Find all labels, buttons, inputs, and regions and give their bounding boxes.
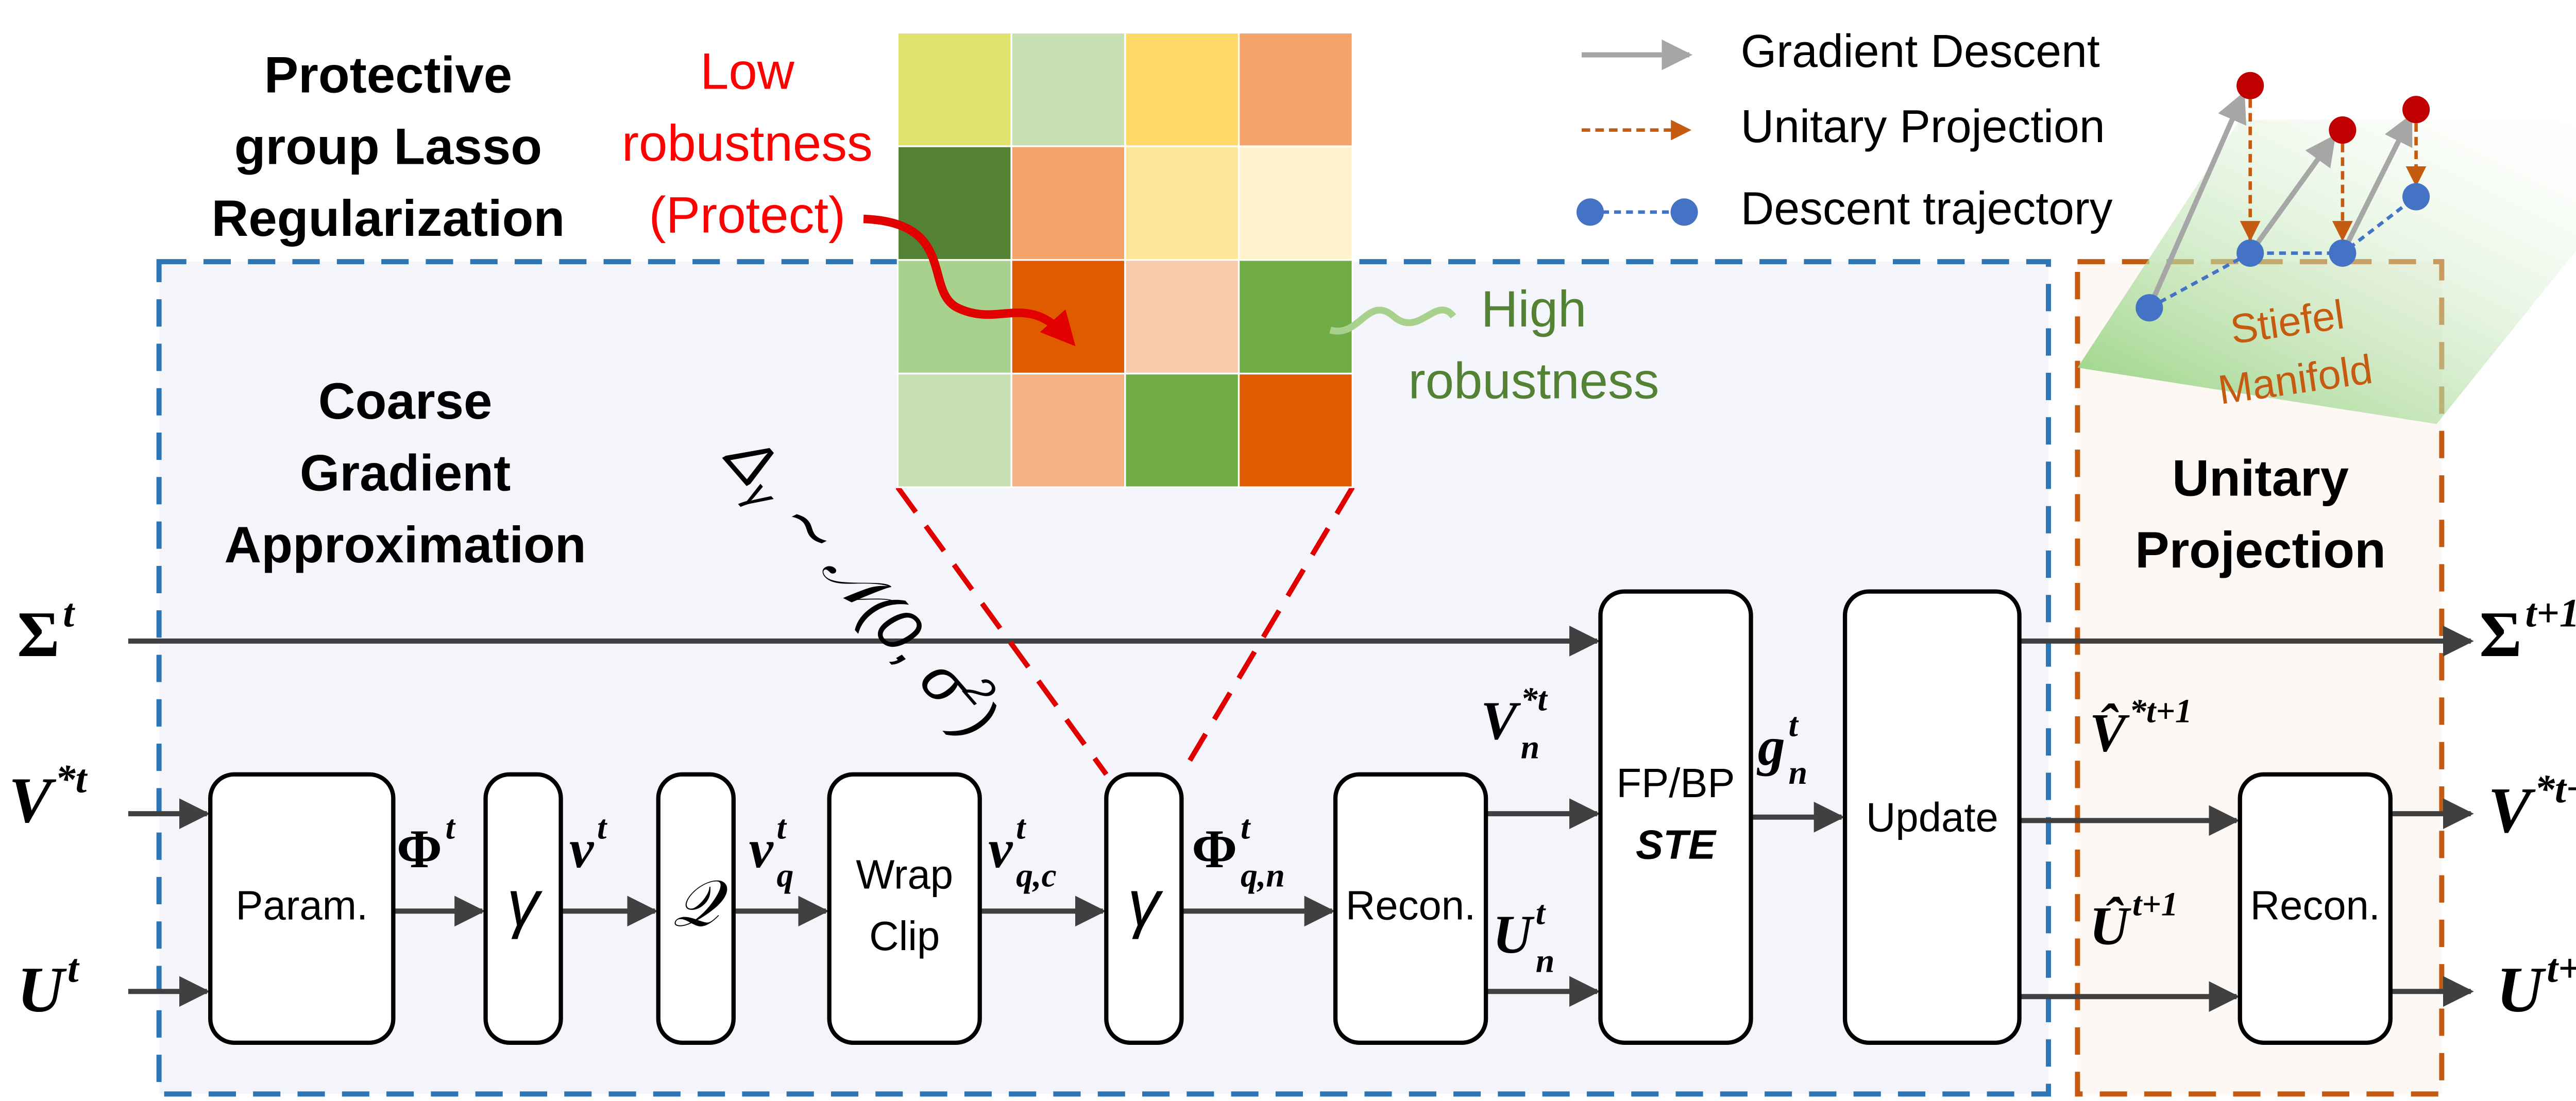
block-label: Param. (235, 882, 368, 928)
variable-sup: t (776, 808, 787, 846)
variable-sup: t (67, 946, 80, 991)
variable-sup: t (1241, 808, 1251, 846)
variable-sup: t (446, 808, 456, 846)
title-line: Protective (264, 46, 512, 104)
legend-label: Gradient Descent (1741, 25, 2100, 77)
stiefel-manifold (2077, 119, 2576, 424)
block (656, 772, 736, 1045)
variable-sub: n (1536, 942, 1555, 979)
heat-cell (1010, 372, 1126, 488)
low-robust-label: (Protect) (649, 186, 846, 244)
block-label: Recon. (2250, 882, 2380, 928)
heat-cell (1238, 31, 1353, 147)
manifold-trajectory (2136, 72, 2430, 322)
block (2238, 772, 2393, 1045)
block-label: γ (507, 867, 543, 940)
variable-base: V̂ (2090, 702, 2130, 763)
block (1333, 772, 1488, 1045)
protect-arrow (863, 214, 1076, 347)
coarse-label: Coarse (318, 373, 493, 430)
zoom-lines (895, 486, 1355, 776)
variable-base: Σ (2479, 599, 2521, 670)
unitary-label: Unitary (2172, 450, 2349, 507)
variable-sup: t+1 (2547, 946, 2576, 991)
heat-cell (1124, 372, 1240, 488)
variable-base: U (2497, 954, 2547, 1026)
block-label: STE (1636, 822, 1717, 868)
low-robust-label: Low (700, 43, 795, 100)
variable-sup: t (597, 808, 607, 846)
heat-cell (1124, 31, 1240, 147)
variable-base: V (2488, 775, 2536, 847)
variable-base: Φ (397, 818, 442, 879)
block-label: 𝒬 (673, 867, 728, 940)
variable-sub: n (1521, 728, 1540, 766)
heat-cell (1238, 372, 1353, 488)
robust-squiggle (1329, 306, 1456, 335)
high-robust-label: robustness (1409, 352, 1659, 409)
variable-sup: t+1 (2525, 590, 2576, 635)
heat-cell (1124, 259, 1240, 375)
heat-cell (1010, 145, 1126, 261)
variable-sub: q,c (1016, 856, 1057, 894)
variable-sup: t (1536, 894, 1546, 932)
block (1598, 589, 1753, 1045)
block (483, 772, 563, 1045)
heat-cell (896, 372, 1012, 488)
variable-sub: n (1789, 754, 1808, 792)
block-label: γ (1128, 867, 1164, 940)
block-label: Update (1866, 794, 1998, 840)
variable-sub: q (776, 856, 793, 894)
variable-base: V (9, 765, 57, 836)
legend-label: Descent trajectory (1741, 183, 2113, 234)
variable-sup: *t+1 (2129, 693, 2192, 730)
variable-sup: t+1 (2132, 886, 2178, 923)
heat-cell (1238, 145, 1353, 261)
unitary-label: Projection (2135, 522, 2386, 579)
variable-base: V (1481, 690, 1521, 751)
block (208, 772, 396, 1045)
low-robust-label: robustness (622, 115, 873, 172)
coarse-label: Gradient (300, 445, 511, 502)
block (1842, 589, 2022, 1045)
variable-base: U (17, 954, 67, 1026)
variable-sup: t (1016, 808, 1026, 846)
heat-cell (896, 31, 1012, 147)
variable-sub: q,n (1241, 856, 1285, 894)
block-label: FP/BP (1616, 760, 1735, 806)
arrows (128, 626, 2474, 1012)
high-robust-label: High (1481, 281, 1587, 338)
block-label: Clip (869, 913, 940, 959)
block (1104, 772, 1184, 1045)
heatmap (896, 31, 1353, 488)
block-label: Recon. (1346, 882, 1476, 928)
heat-cell (896, 145, 1012, 261)
coarse-label: Approximation (224, 517, 586, 574)
legend-traj (1577, 198, 1698, 226)
heat-cell (1238, 259, 1353, 375)
variable-sup: *t+1 (2535, 766, 2576, 811)
variable-base: Û (2090, 895, 2132, 956)
block (827, 772, 982, 1045)
heat-cell (1010, 31, 1126, 147)
block-label: Wrap (856, 852, 953, 898)
variable-base: v (988, 818, 1013, 879)
title-line: Regularization (211, 190, 565, 247)
variable-base: U (1493, 904, 1535, 965)
variable-base: v (569, 818, 595, 879)
variable-sup: *t (1521, 680, 1548, 718)
variable-base: g (1757, 716, 1785, 777)
variable-base: Σ (17, 599, 59, 670)
title-line: group Lasso (234, 118, 542, 176)
legend-label: Unitary Projection (1741, 100, 2105, 152)
variable-sup: *t (55, 756, 88, 801)
variable-base: v (749, 818, 774, 879)
variable-sup: t (63, 590, 75, 635)
variable-sup: t (1789, 706, 1799, 744)
variable-base: Φ (1192, 818, 1237, 879)
heat-cell (1124, 145, 1240, 261)
